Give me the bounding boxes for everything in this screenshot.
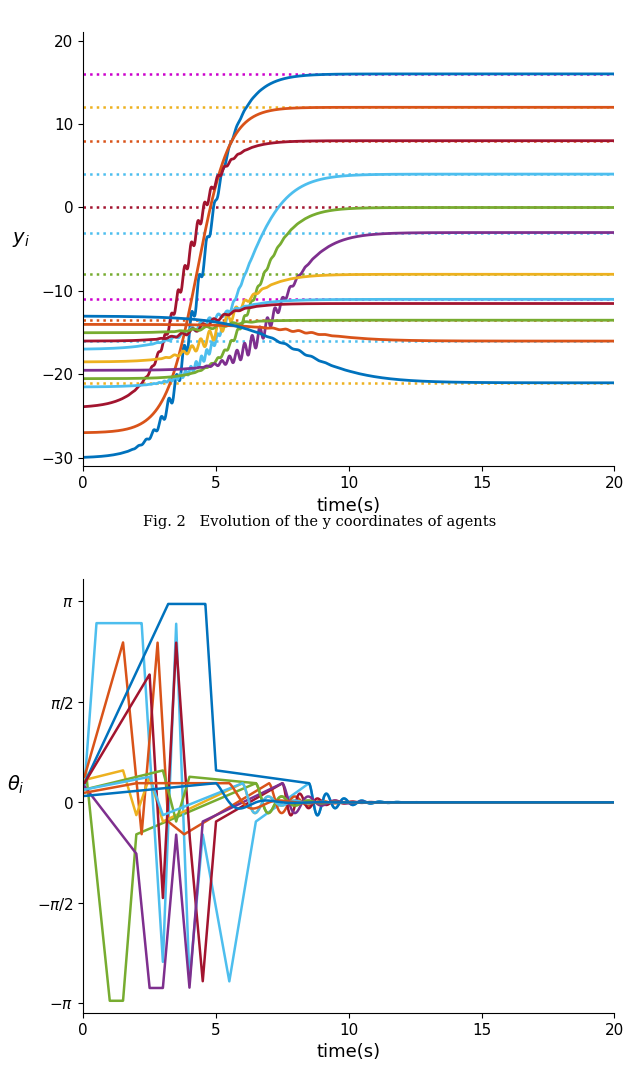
Text: Fig. 2   Evolution of the y coordinates of agents: Fig. 2 Evolution of the y coordinates of… [143, 515, 497, 530]
Y-axis label: $\theta_i$: $\theta_i$ [7, 774, 25, 795]
X-axis label: time(s): time(s) [317, 1043, 381, 1061]
X-axis label: time(s): time(s) [317, 496, 381, 515]
Y-axis label: $y_i$: $y_i$ [12, 230, 29, 250]
